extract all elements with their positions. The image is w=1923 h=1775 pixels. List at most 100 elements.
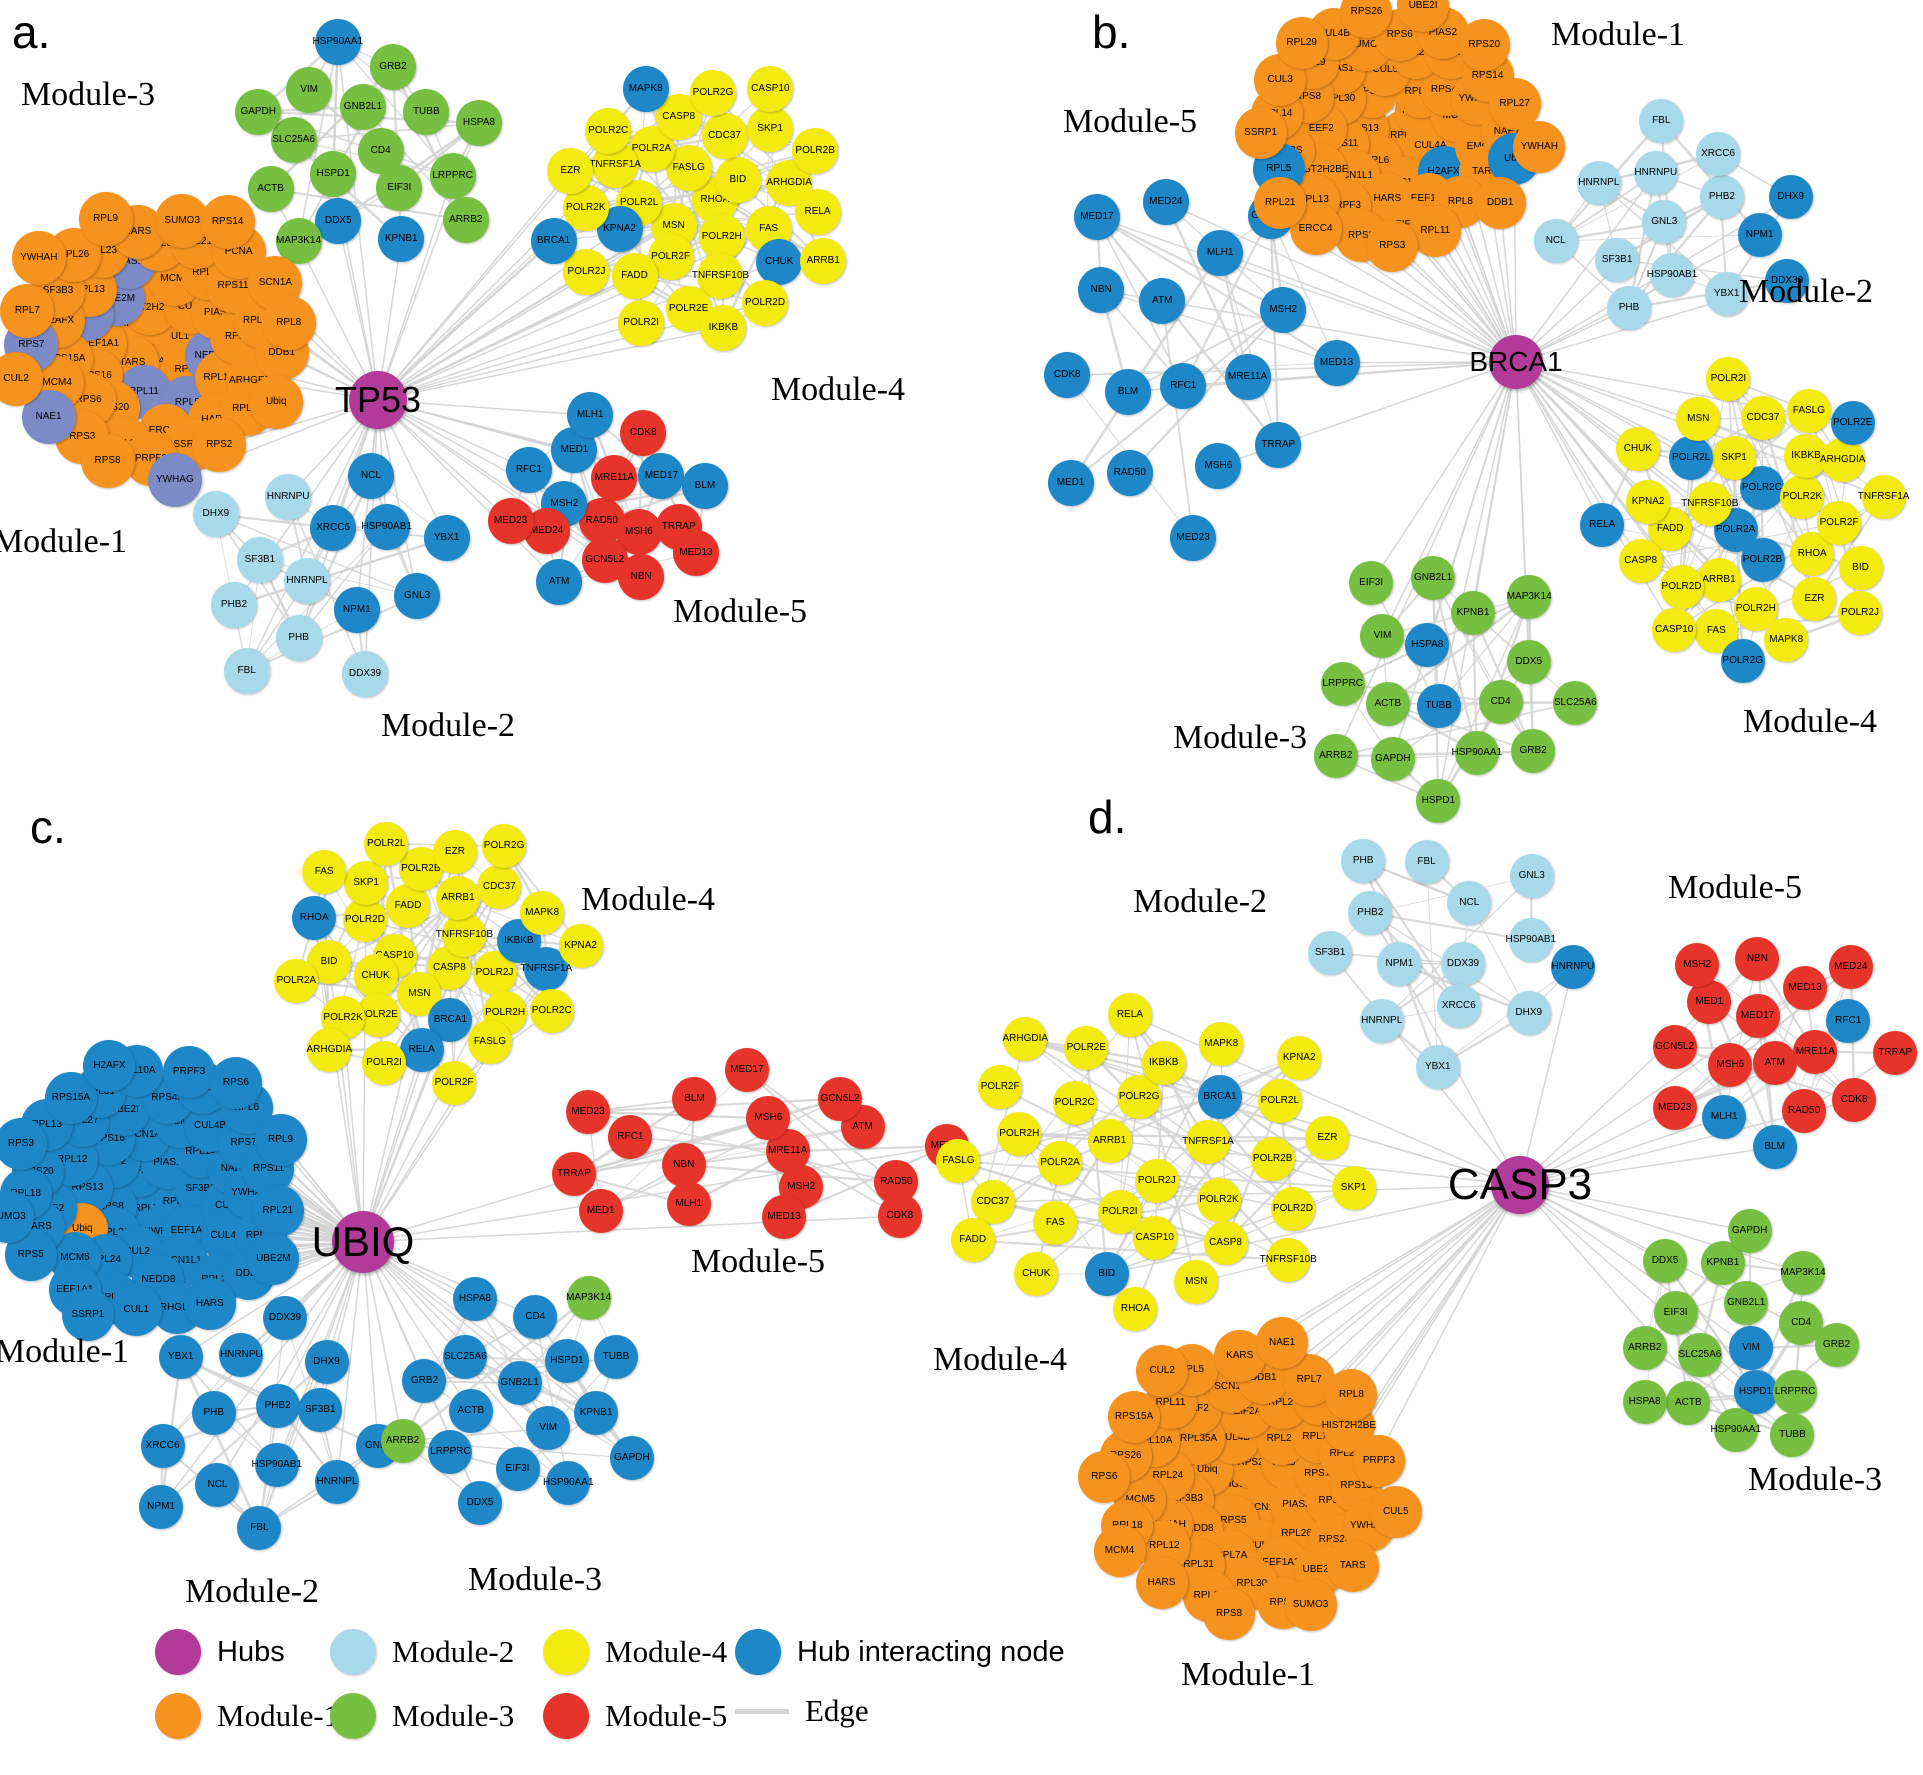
node-Ubiq[interactable]: Ubiq (249, 374, 304, 429)
node-POLR2B[interactable]: POLR2B (1740, 537, 1785, 582)
hub-node-BRCA1[interactable]: BRCA1 (1469, 335, 1563, 389)
node-KPNB1[interactable]: KPNB1 (574, 1391, 619, 1436)
node-XRCC6[interactable]: XRCC6 (310, 504, 357, 551)
node-FADD[interactable]: FADD (950, 1218, 995, 1263)
node-EIF3I[interactable]: EIF3I (495, 1446, 540, 1491)
node-MAP3K14[interactable]: MAP3K14 (275, 217, 322, 264)
node-HNRNPU[interactable]: HNRNPU (1550, 945, 1595, 990)
hub-node-UBIQ[interactable]: UBIQ (312, 1211, 414, 1273)
node-RPL21[interactable]: RPL21 (251, 1185, 304, 1237)
node-FBL[interactable]: FBL (1404, 840, 1449, 885)
node-POLR2L[interactable]: POLR2L (364, 821, 409, 866)
node-HSP90AA1[interactable]: HSP90AA1 (1452, 730, 1502, 775)
node-HNRNPL[interactable]: HNRNPL (1576, 160, 1621, 205)
node-FBL[interactable]: FBL (1639, 99, 1684, 144)
node-CDK8[interactable]: CDK8 (877, 1194, 922, 1239)
node-CDK8[interactable]: CDK8 (1044, 352, 1091, 399)
node-GNL3[interactable]: GNL3 (1509, 854, 1554, 899)
node-VIM[interactable]: VIM (286, 67, 333, 114)
node-FASLG[interactable]: FASLG (1786, 388, 1831, 433)
node-TRRAP[interactable]: TRRAP (1255, 422, 1302, 469)
node-MRE11A[interactable]: MRE11A (1793, 1030, 1838, 1075)
node-RELA[interactable]: RELA (1107, 993, 1152, 1038)
node-HSPA8[interactable]: HSPA8 (1622, 1379, 1667, 1424)
node-HSP90AB1[interactable]: HSP90AB1 (1647, 252, 1697, 297)
node-YBX1[interactable]: YBX1 (1415, 1044, 1460, 1089)
node-MED13[interactable]: MED13 (1783, 966, 1828, 1011)
node-FADD[interactable]: FADD (386, 883, 431, 928)
node-CDC37[interactable]: CDC37 (970, 1180, 1015, 1225)
node-UBE2M[interactable]: UBE2M (247, 1233, 300, 1286)
node-CUL2[interactable]: CUL2 (1136, 1344, 1189, 1397)
node-YWHAH[interactable]: YWHAH (11, 230, 66, 285)
node-RPL21[interactable]: RPL21 (1254, 176, 1307, 229)
node-SKP1[interactable]: SKP1 (344, 861, 389, 906)
node-ARRB1[interactable]: ARRB1 (436, 875, 480, 920)
node-TRRAP[interactable]: TRRAP (1873, 1031, 1918, 1076)
node-SLC25A6[interactable]: SLC25A6 (270, 117, 317, 164)
node-SLC25A6[interactable]: SLC25A6 (1553, 680, 1598, 725)
node-ARRB1[interactable]: ARRB1 (1696, 558, 1741, 603)
node-POLR2I[interactable]: POLR2I (618, 299, 665, 346)
node-RPL9[interactable]: RPL9 (78, 191, 133, 246)
node-ARRB1[interactable]: ARRB1 (1087, 1118, 1132, 1163)
node-POLR2A[interactable]: POLR2A (274, 959, 319, 1004)
node-TUBB[interactable]: TUBB (593, 1335, 638, 1380)
node-HSP90AA1[interactable]: HSP90AA1 (543, 1460, 594, 1505)
node-FBL[interactable]: FBL (223, 647, 270, 694)
node-HSPD1[interactable]: HSPD1 (310, 150, 357, 197)
node-SLC25A6[interactable]: SLC25A6 (443, 1334, 488, 1379)
node-EZR[interactable]: EZR (1792, 577, 1837, 622)
node-DDX5[interactable]: DDX5 (1643, 1239, 1688, 1284)
node-NBN[interactable]: NBN (618, 553, 665, 600)
node-MED23[interactable]: MED23 (565, 1089, 610, 1134)
node-EZR[interactable]: EZR (547, 147, 594, 194)
node-BID[interactable]: BID (1084, 1251, 1129, 1296)
node-POLR2B[interactable]: POLR2B (1250, 1137, 1295, 1182)
node-POLR2K[interactable]: POLR2K (1780, 475, 1825, 520)
node-MED13[interactable]: MED13 (672, 530, 719, 577)
node-TNFRSF10B[interactable]: TNFRSF10B (436, 913, 493, 958)
node-KPNB1[interactable]: KPNB1 (378, 216, 425, 263)
node-MED13[interactable]: MED13 (762, 1194, 807, 1239)
node-ARHGDIA[interactable]: ARHGDIA (307, 1027, 352, 1072)
node-POLR2G[interactable]: POLR2G (689, 69, 736, 116)
node-SF3B1[interactable]: SF3B1 (298, 1388, 343, 1433)
node-LRPPRC[interactable]: LRPPRC (429, 152, 476, 199)
node-RPL8[interactable]: RPL8 (261, 295, 316, 350)
node-PRPF3[interactable]: PRPF3 (163, 1045, 216, 1098)
node-CASP10[interactable]: CASP10 (747, 65, 794, 112)
node-HSPD1[interactable]: HSPD1 (544, 1339, 589, 1384)
node-POLR2L[interactable]: POLR2L (1669, 435, 1714, 480)
node-CDC37[interactable]: CDC37 (477, 864, 522, 909)
node-ARRB2[interactable]: ARRB2 (1622, 1325, 1667, 1370)
node-ARRB2[interactable]: ARRB2 (442, 197, 489, 244)
node-TNFRSF10B[interactable]: TNFRSF10B (1260, 1238, 1317, 1283)
node-TARS[interactable]: TARS (1326, 1540, 1379, 1593)
node-GNB2L1[interactable]: GNB2L1 (1411, 555, 1456, 600)
node-MLH1[interactable]: MLH1 (666, 1182, 711, 1227)
node-NBN[interactable]: NBN (661, 1142, 706, 1187)
node-TNFRSF10B[interactable]: TNFRSF10B (1681, 482, 1738, 527)
node-RPL8[interactable]: RPL8 (1325, 1369, 1378, 1422)
node-YBX1[interactable]: YBX1 (1704, 271, 1749, 316)
node-DHX9[interactable]: DHX9 (304, 1339, 349, 1384)
node-BLM[interactable]: BLM (681, 462, 728, 509)
node-MSN[interactable]: MSN (1174, 1260, 1219, 1305)
node-ATM[interactable]: ATM (1752, 1041, 1797, 1086)
node-PHB2[interactable]: PHB2 (1699, 175, 1744, 220)
node-PRPF3[interactable]: PRPF3 (1352, 1435, 1405, 1487)
node-MCM4[interactable]: MCM4 (1093, 1524, 1146, 1577)
node-POLR2J[interactable]: POLR2J (1134, 1159, 1179, 1204)
node-XRCC6[interactable]: XRCC6 (140, 1423, 185, 1468)
node-NCL[interactable]: NCL (347, 452, 394, 499)
node-CASP8[interactable]: CASP8 (1618, 539, 1663, 584)
node-ACTB[interactable]: ACTB (1666, 1380, 1711, 1425)
node-POLR2F[interactable]: POLR2F (1817, 501, 1862, 546)
node-BLM[interactable]: BLM (672, 1076, 717, 1121)
node-DHX9[interactable]: DHX9 (192, 491, 239, 538)
node-POLR2H[interactable]: POLR2H (698, 213, 745, 260)
node-BRCA1[interactable]: BRCA1 (1198, 1074, 1243, 1119)
node-RPL7[interactable]: RPL7 (0, 283, 55, 338)
node-BRCA1[interactable]: BRCA1 (530, 217, 577, 264)
